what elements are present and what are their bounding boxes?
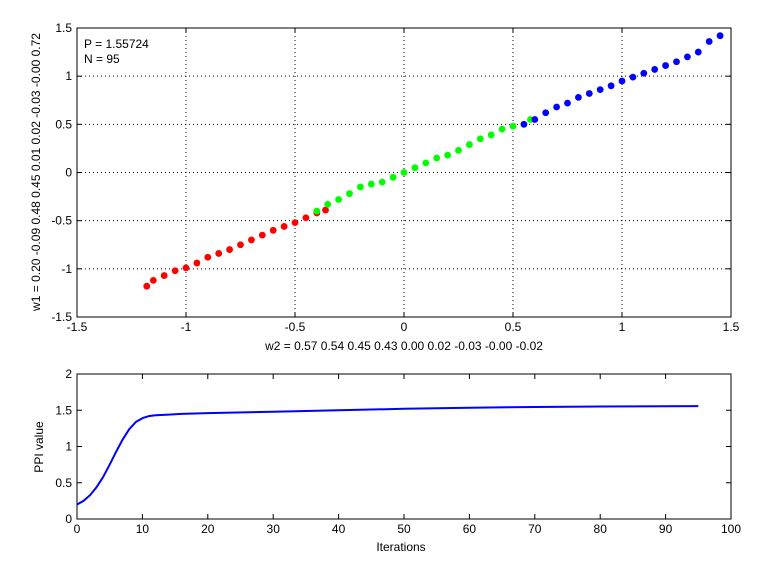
- blue-point: [640, 69, 648, 77]
- blue-point: [673, 58, 680, 66]
- green-point: [455, 146, 462, 154]
- scatter-ytick-label: 1: [65, 69, 72, 83]
- red-point: [149, 276, 157, 284]
- line-xtick-label: 100: [721, 522, 741, 536]
- scatter-ylabel: w1 = 0.20 -0.09 0.48 0.45 0.01 0.02 -0.0…: [29, 33, 43, 312]
- line-xtick-label: 10: [136, 522, 150, 536]
- scatter-xtick-label: 1.5: [723, 320, 740, 334]
- red-point: [248, 236, 255, 244]
- scatter-ytick-label: -1: [61, 262, 72, 276]
- blue-point: [716, 32, 724, 40]
- red-point: [193, 259, 201, 267]
- blue-point: [553, 103, 560, 111]
- green-point: [324, 200, 332, 208]
- blue-point: [618, 77, 626, 85]
- line-xtick-label: 40: [332, 522, 346, 536]
- red-point: [226, 246, 234, 253]
- blue-point: [542, 109, 550, 117]
- red-point: [291, 219, 299, 226]
- red-point: [322, 206, 329, 214]
- blue-point: [694, 48, 702, 56]
- red-point: [280, 223, 288, 230]
- line-xtick-label: 80: [594, 522, 608, 536]
- line-ytick-label: 2: [65, 367, 72, 381]
- line-xlabel: Iterations: [376, 540, 425, 554]
- blue-point: [629, 73, 637, 81]
- scatter-annotation-n: N = 95: [84, 52, 120, 66]
- green-point: [422, 159, 430, 167]
- scatter-ytick-label: -1.5: [51, 310, 72, 324]
- line-xtick-label: 0: [74, 522, 81, 536]
- line-ytick-label: 0: [65, 512, 72, 526]
- blue-point: [585, 90, 593, 97]
- blue-point: [564, 99, 571, 107]
- ppi-line: [76, 405, 699, 506]
- green-point: [411, 164, 419, 172]
- blue-point: [662, 62, 669, 69]
- red-point: [160, 272, 168, 279]
- blue-point: [575, 93, 582, 101]
- green-point: [476, 135, 484, 143]
- green-point: [498, 125, 506, 133]
- scatter-xtick-label: 1: [619, 320, 626, 334]
- green-point: [313, 207, 321, 215]
- line-ytick-label: 0.5: [55, 476, 72, 490]
- green-point: [378, 178, 386, 186]
- line-xtick-label: 30: [267, 522, 281, 536]
- green-point: [357, 183, 364, 191]
- scatter-xtick-label: -1: [181, 320, 192, 334]
- scatter-xtick-label: -1.5: [67, 320, 88, 334]
- scatter-ytick-label: 0.5: [55, 117, 72, 131]
- green-point: [367, 180, 375, 188]
- scatter-annotation-p: P = 1.55724: [84, 37, 149, 51]
- green-point: [335, 196, 342, 203]
- line-ytick-label: 1.5: [55, 403, 72, 417]
- blue-point: [531, 116, 539, 123]
- line-ytick-label: 1: [65, 440, 72, 454]
- line-xtick-label: 90: [659, 522, 673, 536]
- green-point: [433, 154, 441, 162]
- line-xtick-label: 50: [397, 522, 411, 536]
- blue-point: [705, 38, 713, 45]
- green-point: [444, 151, 451, 159]
- green-point: [487, 131, 495, 139]
- blue-point: [596, 86, 604, 94]
- red-point: [204, 253, 212, 261]
- blue-point: [684, 53, 691, 61]
- line-ticks: 0 10 20 30 40 50 60 70 80 90 100 0 0.5 1 1.5 2: [55, 367, 741, 536]
- blue-point: [520, 120, 528, 128]
- scatter-axes: -1.5 -1 -0.5 0 0.5 1 1.5 -1.5 -1 -0.5 0 0.5 1 1.5 P =…: [29, 21, 740, 353]
- scatter-ytick-label: 0: [65, 166, 72, 180]
- red-point: [171, 267, 179, 275]
- scatter-ticks: -1.5 -1 -0.5 0 0.5 1 1.5 -1.5 -1 -0.5 0 0.5 1 1.5: [51, 21, 739, 334]
- red-point: [269, 226, 277, 234]
- green-point: [509, 122, 517, 130]
- blue-point: [607, 82, 615, 90]
- red-point: [302, 214, 310, 222]
- scatter-xlabel: w2 = 0.57 0.54 0.45 0.43 0.00 0.02 -0.03…: [264, 339, 543, 353]
- line-xtick-label: 60: [463, 522, 477, 536]
- scatter-xtick-label: 0: [401, 320, 408, 334]
- green-point: [389, 173, 397, 181]
- scatter-points: [143, 32, 724, 290]
- scatter-xtick-label: -0.5: [285, 320, 306, 334]
- red-point: [258, 231, 266, 239]
- scatter-ytick-label: -0.5: [51, 214, 72, 228]
- line-xtick-label: 70: [528, 522, 542, 536]
- scatter-ytick-label: 1.5: [55, 21, 72, 35]
- red-point: [215, 250, 223, 257]
- line-xtick-label: 20: [201, 522, 215, 536]
- green-point: [400, 169, 408, 176]
- red-point: [237, 241, 244, 249]
- line-ylabel: PPI value: [32, 421, 46, 473]
- green-point: [346, 190, 353, 198]
- green-point: [466, 141, 473, 148]
- blue-point: [651, 66, 659, 73]
- red-point: [143, 282, 151, 290]
- red-point: [182, 264, 190, 272]
- line-axes: 0 10 20 30 40 50 60 70 80 90 100 0 0.5 1 1.5 2 Iteratio…: [32, 367, 741, 554]
- line-plot-area: [76, 373, 732, 520]
- scatter-xtick-label: 0.5: [505, 320, 522, 334]
